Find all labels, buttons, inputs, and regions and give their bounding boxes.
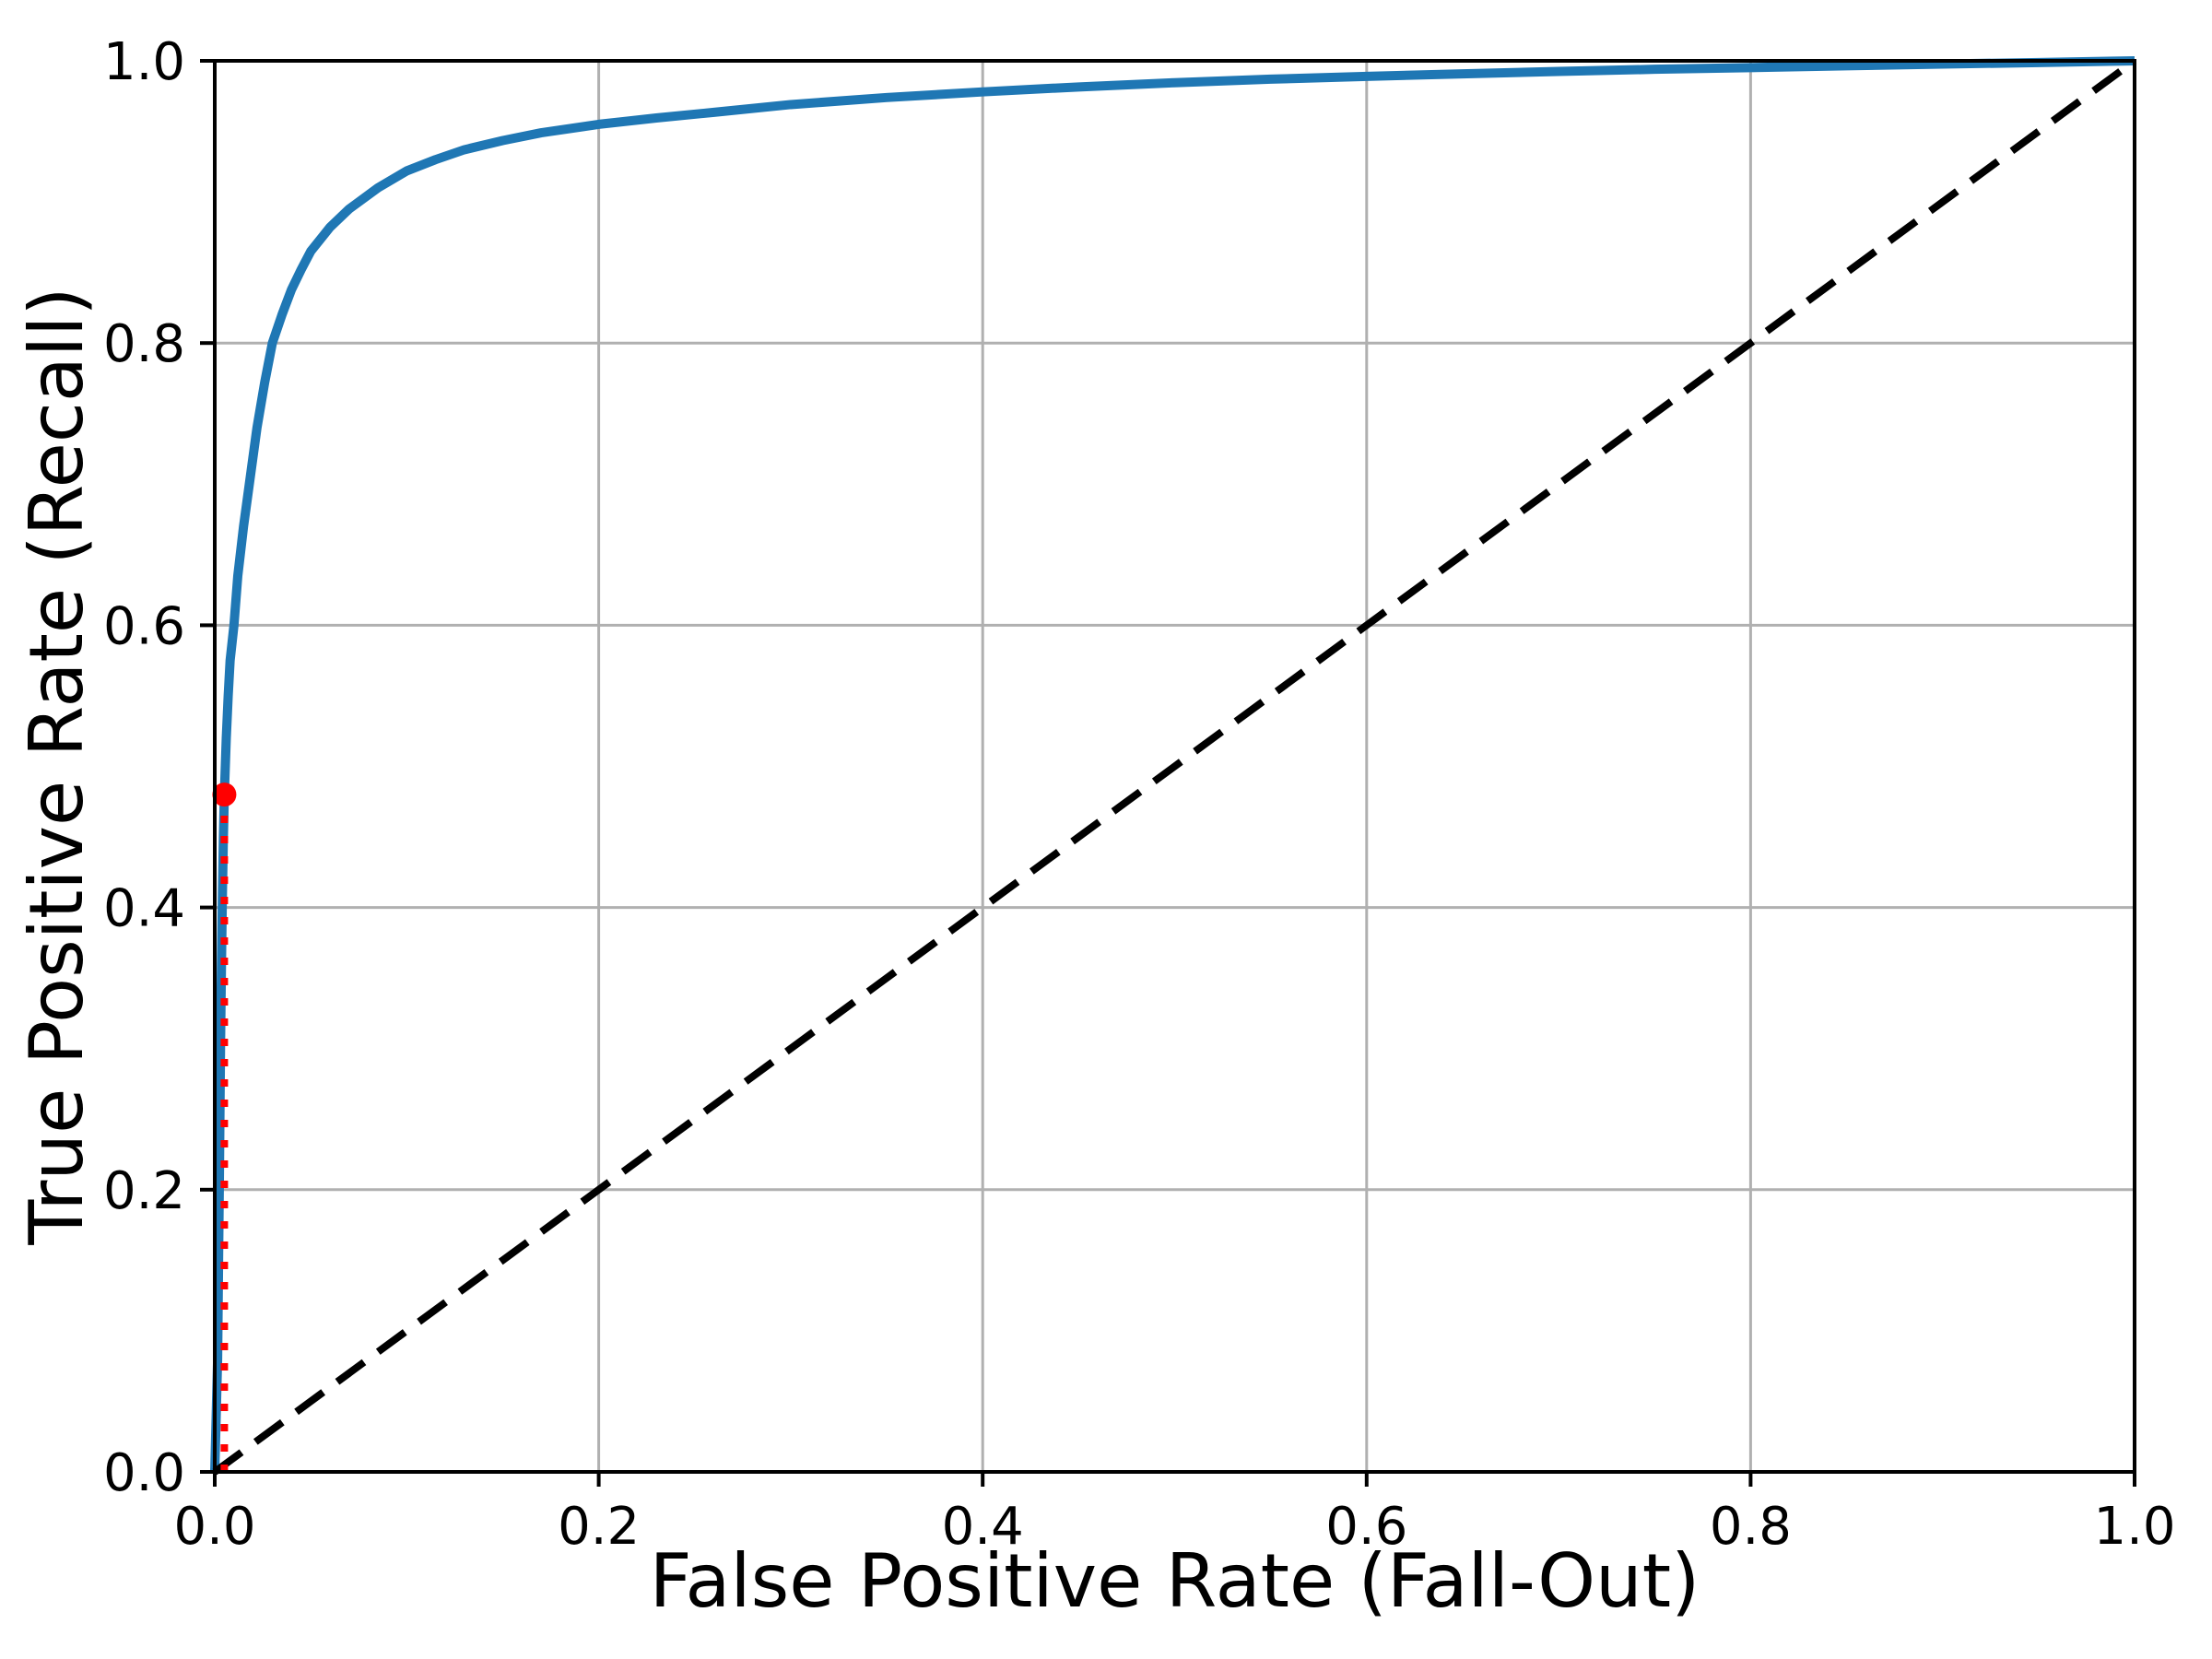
y-tick-label: 1.0 [103, 32, 185, 92]
threshold-marker [212, 782, 237, 807]
chance-diagonal-line [212, 57, 2137, 1476]
y-axis-label: True Positive Rate (Recall) [14, 287, 100, 1245]
y-tick-label: 0.8 [103, 314, 185, 374]
x-tick-label: 1.0 [2093, 1497, 2175, 1557]
axis-spines [213, 59, 2136, 1474]
x-tick-label: 0.4 [942, 1497, 1024, 1557]
x-tick-label: 0.8 [1710, 1497, 1792, 1557]
x-tick-label: 0.0 [173, 1497, 255, 1557]
x-tick-label: 0.2 [558, 1497, 640, 1557]
x-tick-label: 0.6 [1325, 1497, 1407, 1557]
x-axis-label: False Positive Rate (Fall-Out) [649, 1538, 1700, 1624]
y-tick-label: 0.4 [103, 879, 185, 939]
y-tick-label: 0.2 [103, 1161, 185, 1221]
y-tick-label: 0.0 [103, 1443, 185, 1503]
y-tick-label: 0.6 [103, 596, 185, 656]
